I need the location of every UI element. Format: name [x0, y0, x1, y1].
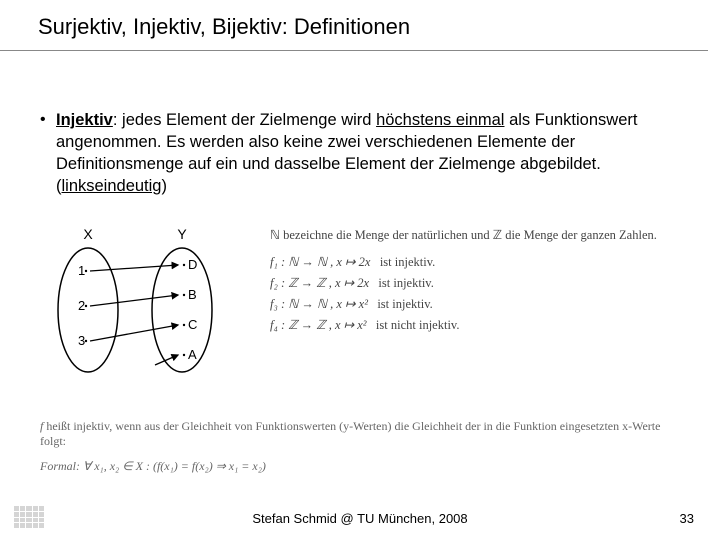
mapping-arrow [90, 295, 178, 306]
emph-linkseindeutig: linkseindeutig [62, 177, 162, 195]
bullet-text: Injektiv: jedes Element der Zielmenge wi… [56, 109, 680, 197]
footer-author: Stefan Schmid @ TU München, 2008 [0, 511, 720, 526]
slide-title: Surjektiv, Injektiv, Bijektiv: Definitio… [0, 0, 708, 51]
x-item: 3 [78, 333, 85, 348]
bt3: ) [161, 177, 167, 195]
math-line: f₁ : ℕ → ℕ , x ↦ 2x ist injektiv. [270, 252, 657, 272]
y-item: B [188, 287, 197, 302]
mapping-arrow [90, 265, 178, 271]
mapping-arrow [90, 325, 178, 341]
x-item: 2 [78, 298, 85, 313]
set-x-label: X [83, 226, 93, 242]
y-item: D [188, 257, 197, 272]
content-area: • Injektiv: jedes Element der Zielmenge … [0, 51, 720, 385]
y-item: C [188, 317, 197, 332]
math-line: f₃ : ℕ → ℕ , x ↦ x² ist injektiv. [270, 294, 657, 314]
bullet-marker: • [40, 109, 56, 131]
math-examples: ℕ bezeichne die Menge der natürlichen un… [270, 225, 657, 385]
math-line: f₂ : ℤ → ℤ , x ↦ 2x ist injektiv. [270, 273, 657, 293]
set-x-ellipse [58, 248, 118, 372]
formal-definition: f heißt injektiv, wenn aus der Gleichhei… [0, 419, 720, 474]
bt1: : jedes Element der Zielmenge wird [113, 111, 376, 129]
figure-area: X Y 1 2 3 D B C A ℕ bezeichne die Menge … [40, 225, 680, 385]
y-item: A [188, 347, 197, 362]
mapping-diagram: X Y 1 2 3 D B C A [40, 225, 240, 385]
bullet-item: • Injektiv: jedes Element der Zielmenge … [40, 109, 680, 197]
emph-hoechstens: höchstens einmal [376, 111, 504, 129]
math-line: f₄ : ℤ → ℤ , x ↦ x² ist nicht injektiv. [270, 315, 657, 335]
footer: Stefan Schmid @ TU München, 2008 33 [0, 511, 720, 526]
def-formal: Formal: ∀ x₁, x₂ ∈ X : (f(x₁) = f(x₂) ⇒ … [40, 459, 680, 474]
set-y-label: Y [177, 226, 187, 242]
math-intro: ℕ bezeichne die Menge der natürlichen un… [270, 225, 657, 245]
x-item: 1 [78, 263, 85, 278]
term-injektiv: Injektiv [56, 111, 113, 129]
def-prose: f heißt injektiv, wenn aus der Gleichhei… [40, 419, 680, 449]
page-number: 33 [680, 511, 694, 526]
